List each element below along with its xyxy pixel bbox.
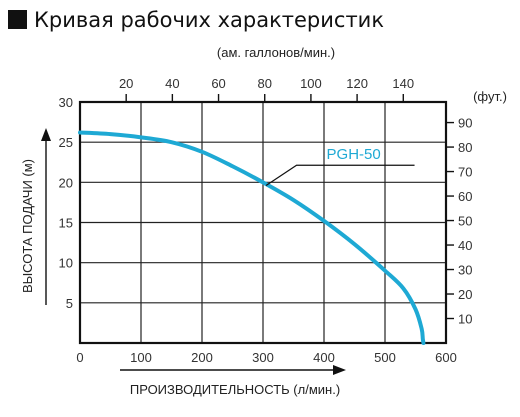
bottom-axis-title: ПРОИЗВОДИТЕЛЬНОСТЬ (л/мин.) [130, 382, 340, 397]
x2-tick-label: 40 [165, 76, 179, 91]
top-axis-title: (ам. галлонов/мин.) [217, 45, 335, 60]
y-tick-label: 25 [59, 135, 73, 150]
chart-title: Кривая рабочих характеристик [34, 8, 384, 32]
x-tick-label: 500 [374, 350, 396, 365]
plot-frame [78, 100, 448, 345]
x-tick-label: 100 [130, 350, 152, 365]
y2-tick-label: 90 [458, 116, 472, 131]
y2-tick-label: 50 [458, 214, 472, 229]
x-tick-label: 300 [252, 350, 274, 365]
y2-tick-label: 20 [458, 287, 472, 302]
x-tick-label: 600 [435, 350, 457, 365]
y2-tick-label: 60 [458, 189, 472, 204]
series-label: PGH-50 [327, 146, 381, 163]
x-axis-arrow-head [333, 365, 346, 375]
x2-tick-label: 80 [257, 76, 271, 91]
right-axis-title: (фут.) [473, 89, 507, 104]
x2-tick-label: 20 [119, 76, 133, 91]
series-line-pgh-50 [78, 130, 426, 345]
y2-tick-label: 40 [458, 238, 472, 253]
x-tick-label: 200 [191, 350, 213, 365]
y2-tick-label: 10 [458, 312, 472, 327]
series-layer: PGH-50 [78, 130, 426, 345]
y2-tick-label: 80 [458, 140, 472, 155]
y2-tick-label: 30 [458, 263, 472, 278]
axis-arrows [41, 128, 346, 375]
y-tick-label: 15 [59, 216, 73, 231]
y-tick-label: 5 [66, 296, 73, 311]
y-axis-arrow-head [41, 128, 51, 141]
ticks-layer: 0 100 200 300 400 500 600 5 10 15 20 25 30 20 40 60 80 10… [59, 76, 473, 365]
y-tick-label: 20 [59, 175, 73, 190]
y2-tick-label: 70 [458, 165, 472, 180]
x-tick-label: 0 [76, 350, 83, 365]
annotation-leader [265, 164, 415, 187]
x2-tick-label: 60 [211, 76, 225, 91]
y-tick-label: 30 [59, 95, 73, 110]
left-axis-title: ВЫСОТА ПОДАЧИ (м) [20, 159, 35, 293]
x2-tick-label: 140 [392, 76, 414, 91]
title-square-icon [8, 10, 27, 29]
x2-tick-label: 100 [300, 76, 322, 91]
x-tick-label: 400 [313, 350, 335, 365]
y-tick-label: 10 [59, 256, 73, 271]
x2-tick-label: 120 [346, 76, 368, 91]
